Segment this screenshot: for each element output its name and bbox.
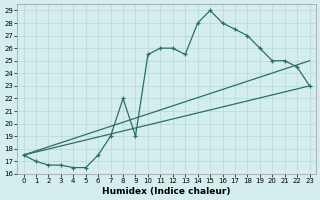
X-axis label: Humidex (Indice chaleur): Humidex (Indice chaleur) [102, 187, 231, 196]
